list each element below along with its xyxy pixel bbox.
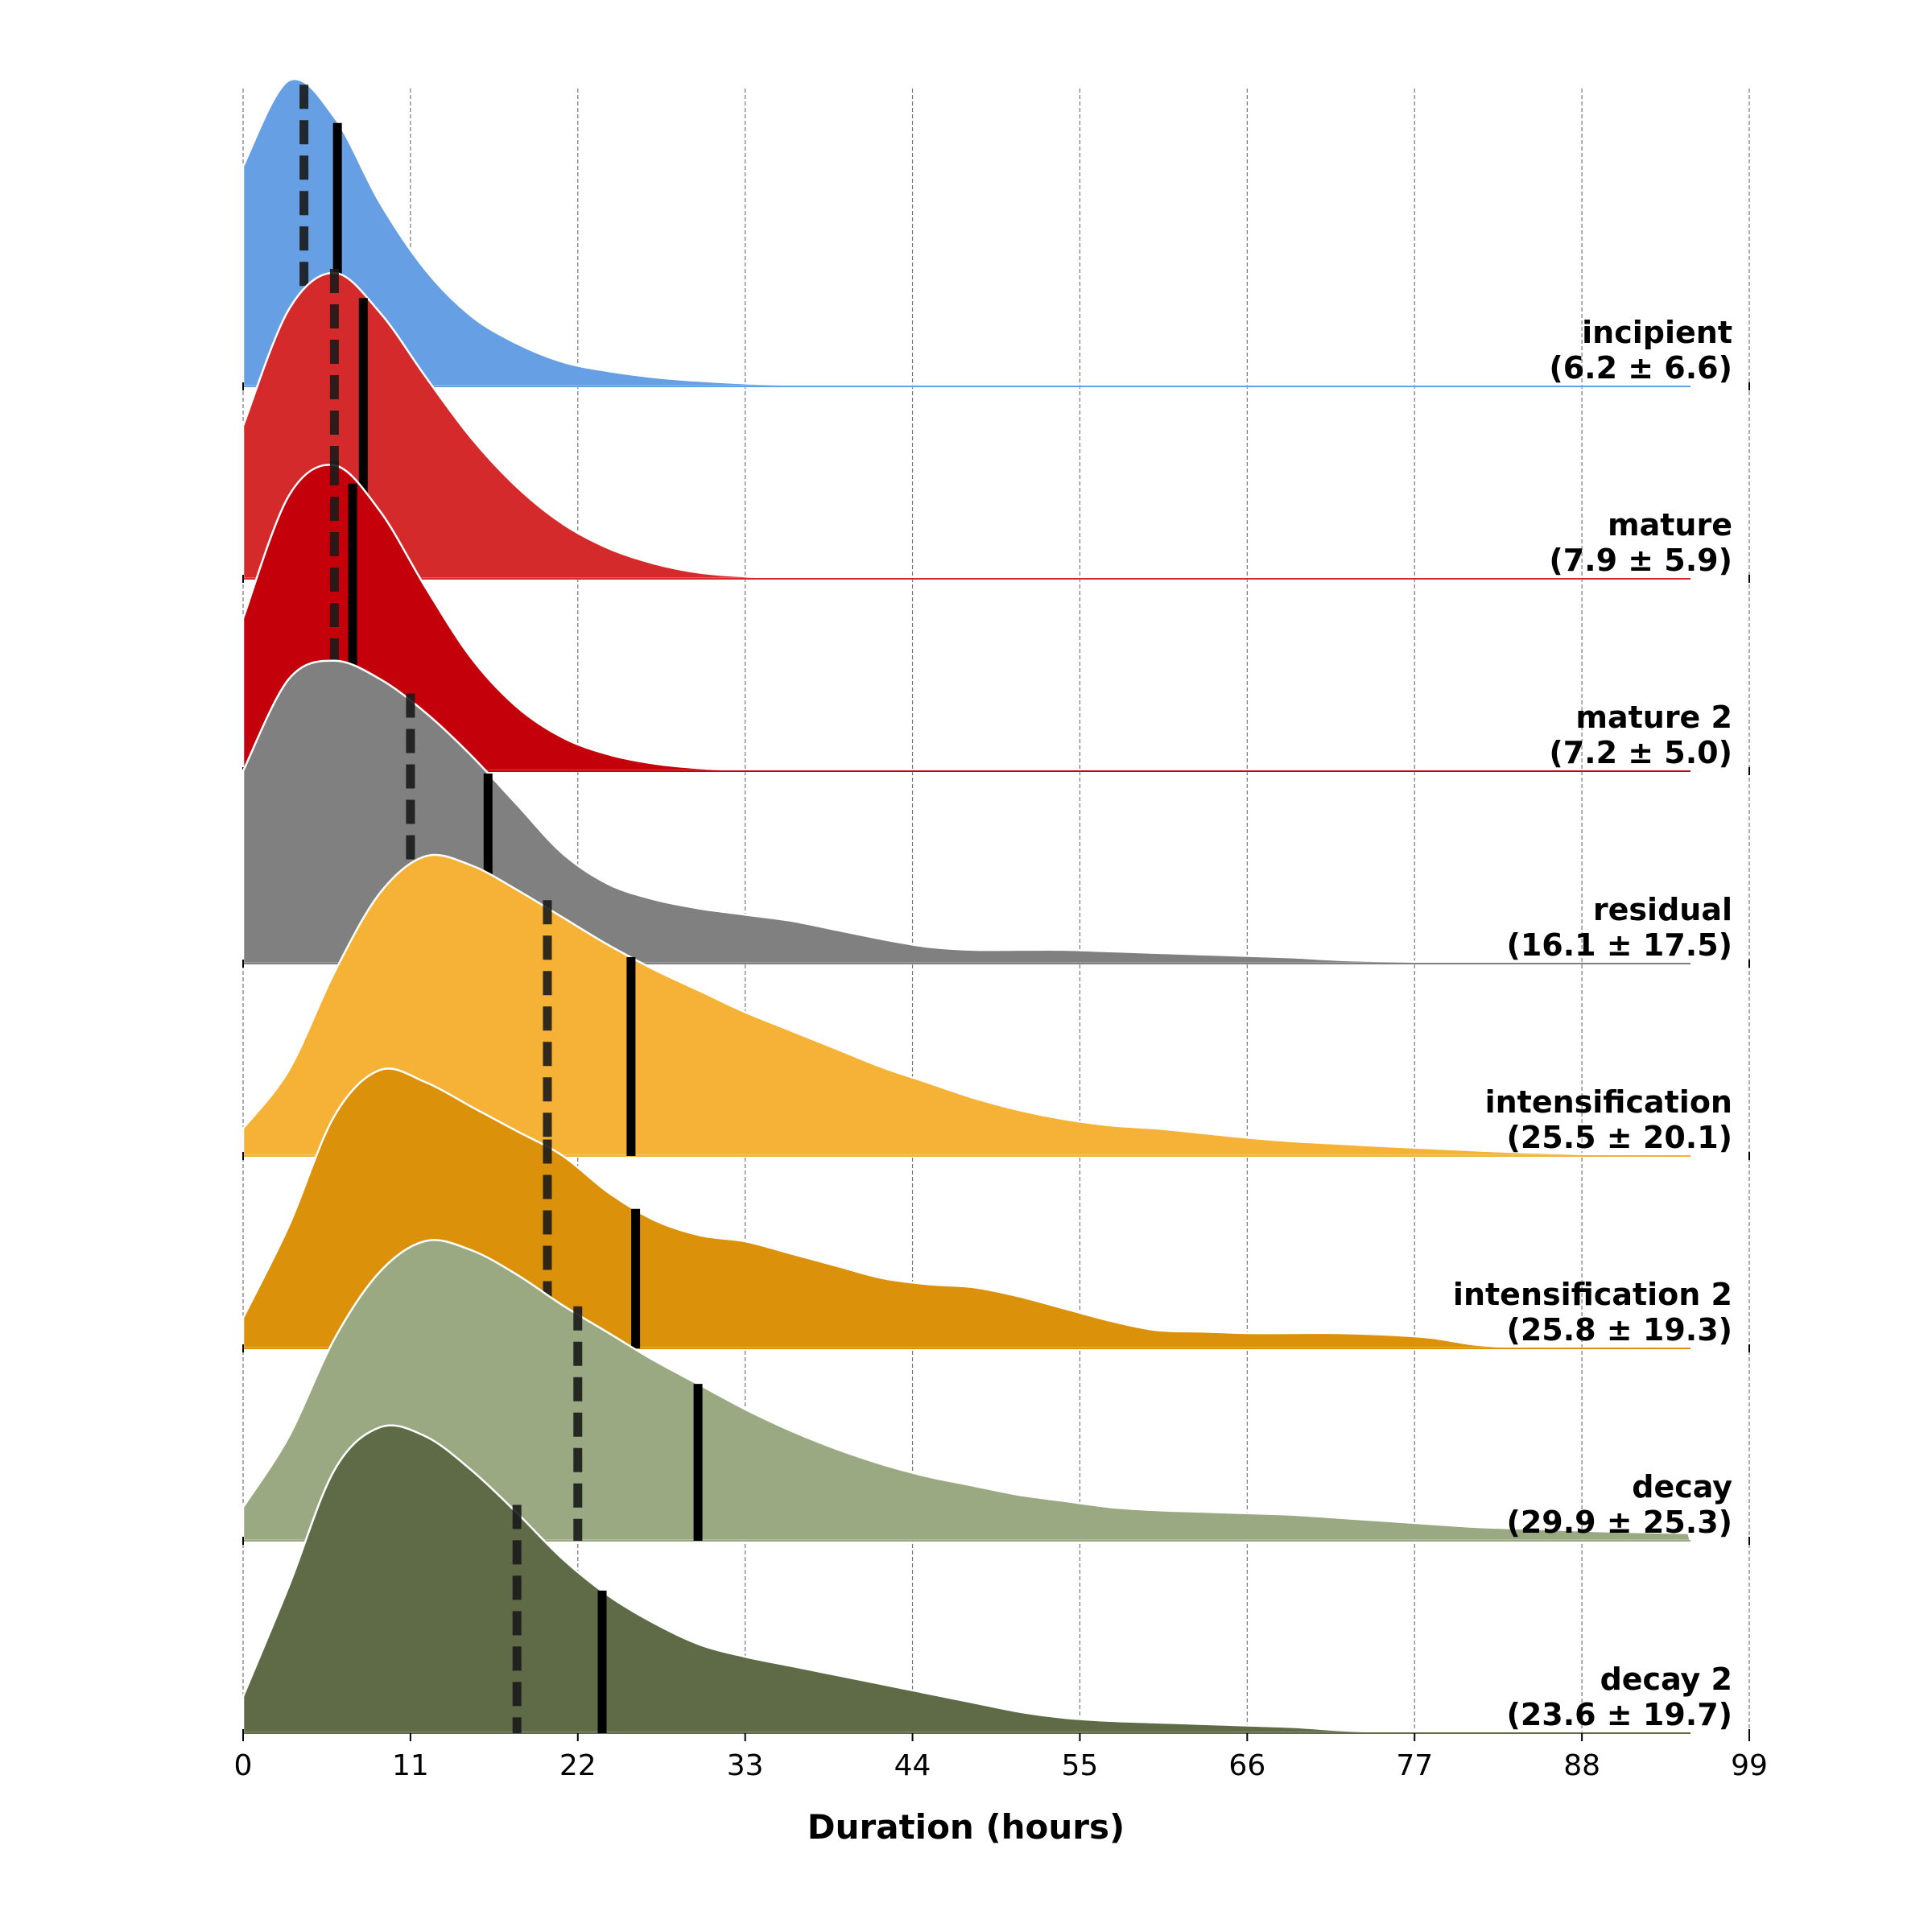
x-tick-label-33: 33 xyxy=(727,1749,764,1782)
ridge-area-5 xyxy=(242,1067,1690,1350)
ridge-area-0 xyxy=(242,77,1690,388)
ridge-5: intensification 2(25.8 ± 19.3) xyxy=(242,1067,1750,1352)
series-stats-1: (7.9 ± 5.9) xyxy=(1549,543,1732,578)
series-name-0: incipient xyxy=(1582,315,1732,350)
series-stats-0: (6.2 ± 6.6) xyxy=(1549,350,1732,386)
series-stats-7: (23.6 ± 19.7) xyxy=(1506,1697,1732,1732)
x-tick-label-44: 44 xyxy=(894,1749,931,1782)
series-name-2: mature 2 xyxy=(1575,700,1732,735)
series-name-5: intensification 2 xyxy=(1453,1277,1732,1312)
series-name-7: decay 2 xyxy=(1600,1662,1732,1697)
ridge-area-7 xyxy=(242,1424,1691,1735)
series-stats-3: (16.1 ± 17.5) xyxy=(1506,927,1732,963)
x-tick-label-0: 0 xyxy=(234,1749,253,1782)
series-name-4: intensification xyxy=(1485,1084,1732,1120)
ridge-area-4 xyxy=(242,853,1691,1158)
x-tick-label-77: 77 xyxy=(1396,1749,1433,1782)
series-name-6: decay xyxy=(1632,1469,1732,1505)
x-tick-label-55: 55 xyxy=(1062,1749,1099,1782)
ridge-7: decay 2(23.6 ± 19.7) xyxy=(242,1424,1750,1737)
ridge-area-3 xyxy=(242,659,1690,965)
series-stats-6: (29.9 ± 25.3) xyxy=(1506,1505,1732,1540)
series-name-1: mature xyxy=(1608,507,1732,543)
series-name-3: residual xyxy=(1593,892,1732,927)
ridge-4: intensification(25.5 ± 20.1) xyxy=(242,853,1750,1160)
x-tick-label-66: 66 xyxy=(1228,1749,1265,1782)
x-tick-label-11: 11 xyxy=(392,1749,429,1782)
ridges: incipient(6.2 ± 6.6) mature(7.9 ± 5.9) mat… xyxy=(242,77,1750,1737)
x-axis: 0 11 22 33 44 55 66 77 88 99 xyxy=(234,1733,1768,1782)
x-axis-label: Duration (hours) xyxy=(807,1807,1125,1847)
x-tick-label-22: 22 xyxy=(559,1749,597,1782)
series-stats-2: (7.2 ± 5.0) xyxy=(1549,735,1732,770)
series-stats-5: (25.8 ± 19.3) xyxy=(1506,1312,1732,1348)
ridge-area-6 xyxy=(242,1239,1692,1542)
x-tick-label-88: 88 xyxy=(1563,1749,1600,1782)
ridge-0: incipient(6.2 ± 6.6) xyxy=(242,77,1750,390)
series-stats-4: (25.5 ± 20.1) xyxy=(1506,1120,1732,1155)
x-tick-label-99: 99 xyxy=(1731,1749,1768,1782)
